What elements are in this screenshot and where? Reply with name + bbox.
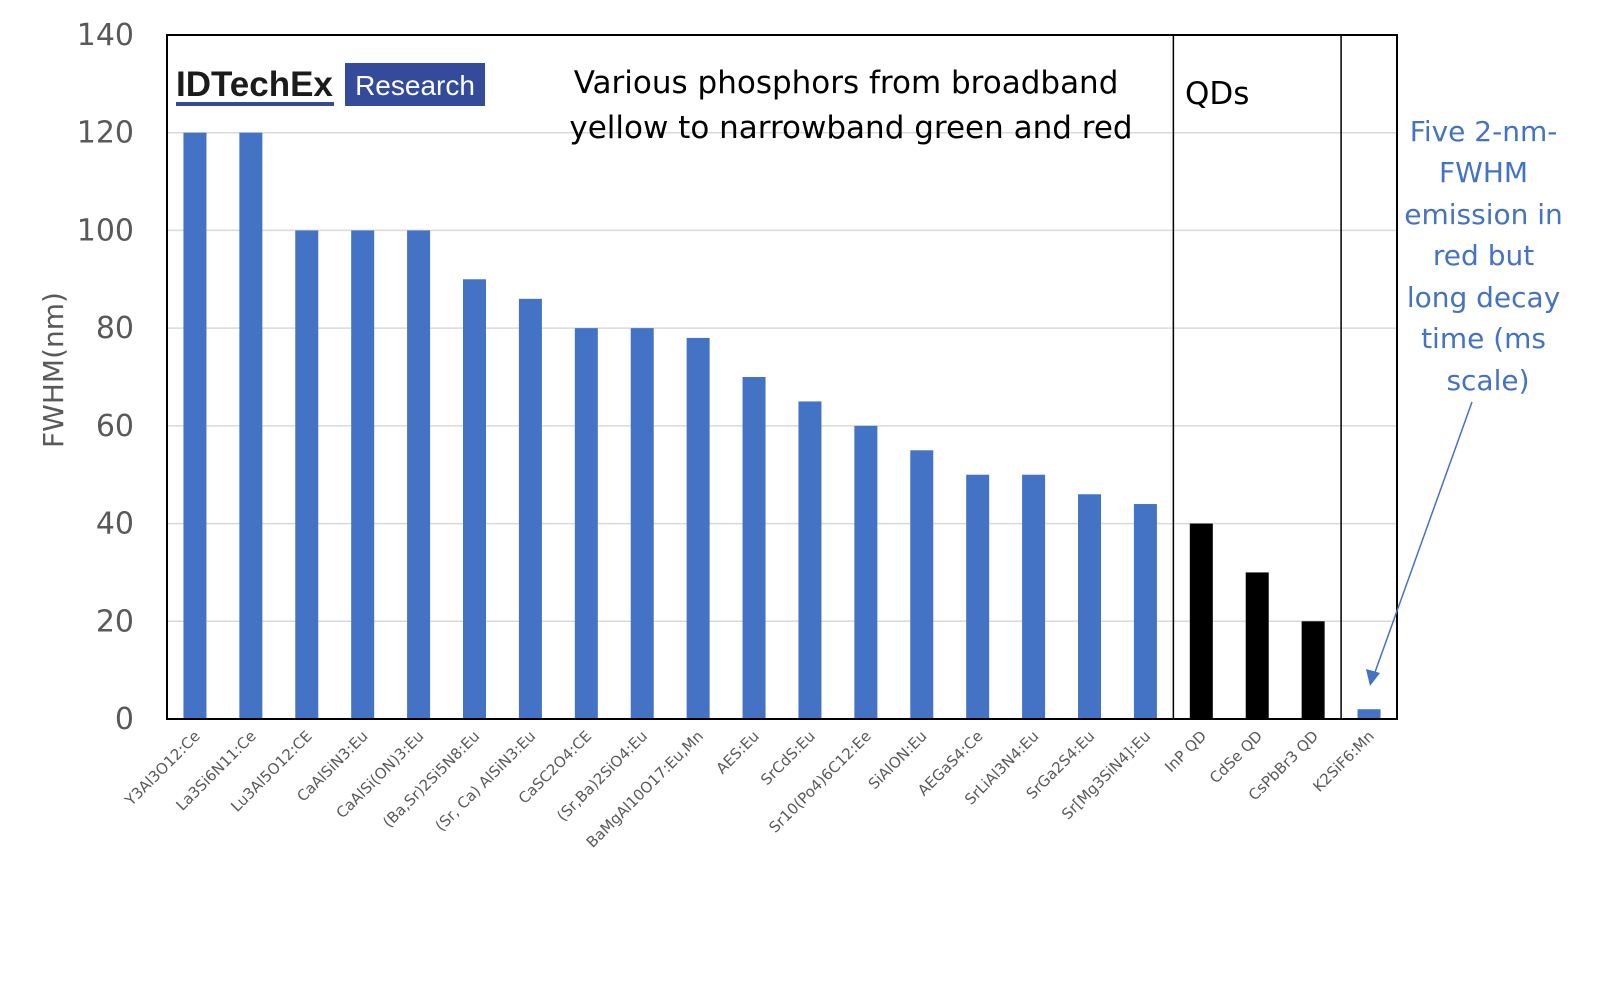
logo-name: IDTechEx — [176, 65, 333, 104]
bar — [1357, 709, 1381, 719]
bar — [407, 230, 431, 719]
x-tick-label: AES:Eu — [712, 727, 762, 777]
y-tick-labels: 0 20 40 60 80 100 120 140 — [77, 18, 134, 737]
y-tick-label: 20 — [96, 604, 134, 639]
bar — [1301, 621, 1325, 719]
phosphors-annotation: Various phosphors from broadband yellow … — [569, 65, 1132, 146]
logo-underline — [176, 102, 334, 106]
x-tick-labels: Y3Al3O12:CeLa3Si6N11:CeLu3Al5O12:CECaAlS… — [121, 727, 1378, 851]
y-tick-label: 80 — [96, 311, 134, 346]
x-tick-label: InP QD — [1161, 727, 1210, 776]
bar — [1189, 523, 1213, 719]
bar — [463, 279, 486, 719]
bar — [574, 328, 598, 719]
bar — [742, 377, 766, 719]
x-tick-label: Sr10(Po4)6C12:Ee — [765, 727, 874, 836]
bar — [854, 425, 878, 719]
bar — [239, 132, 263, 719]
x-tick-label: K2SiF6:Mn — [1309, 727, 1377, 795]
y-tick-label: 0 — [115, 702, 134, 737]
k2sif6-note: Five 2-nm- FWHM emission in red but long… — [1404, 115, 1571, 397]
bar — [630, 328, 654, 719]
bar — [910, 450, 934, 719]
logo-research-box — [345, 63, 485, 106]
bar — [1078, 494, 1101, 719]
y-tick-label: 120 — [77, 116, 134, 151]
y-axis-label: FWHM(nm) — [37, 292, 70, 448]
idtechex-logo: IDTechEx Research — [176, 63, 485, 106]
plot-frame — [166, 34, 1398, 720]
note-arrow — [1366, 401, 1473, 686]
y-tick-label: 60 — [96, 409, 134, 444]
bar — [518, 298, 542, 719]
bar — [1133, 504, 1157, 719]
bars — [183, 132, 1381, 719]
bar — [1022, 474, 1046, 719]
x-tick-label: (Ba,Sr)2Si5N8:Eu — [379, 727, 483, 831]
qds-annotation: QDs — [1185, 76, 1249, 112]
y-tick-label: 40 — [96, 507, 134, 542]
logo-tag: Research — [355, 70, 475, 101]
bar — [1245, 572, 1269, 719]
y-tick-label: 100 — [77, 213, 134, 248]
x-tick-label: (Sr, Ca) AlSiN3:Eu — [432, 727, 540, 835]
bar — [966, 474, 990, 719]
bar — [183, 132, 207, 719]
bar — [295, 230, 319, 719]
bar — [798, 401, 822, 719]
plot-border — [166, 34, 1398, 720]
y-tick-label: 140 — [77, 18, 134, 53]
bar — [686, 337, 710, 719]
bar — [351, 230, 375, 719]
